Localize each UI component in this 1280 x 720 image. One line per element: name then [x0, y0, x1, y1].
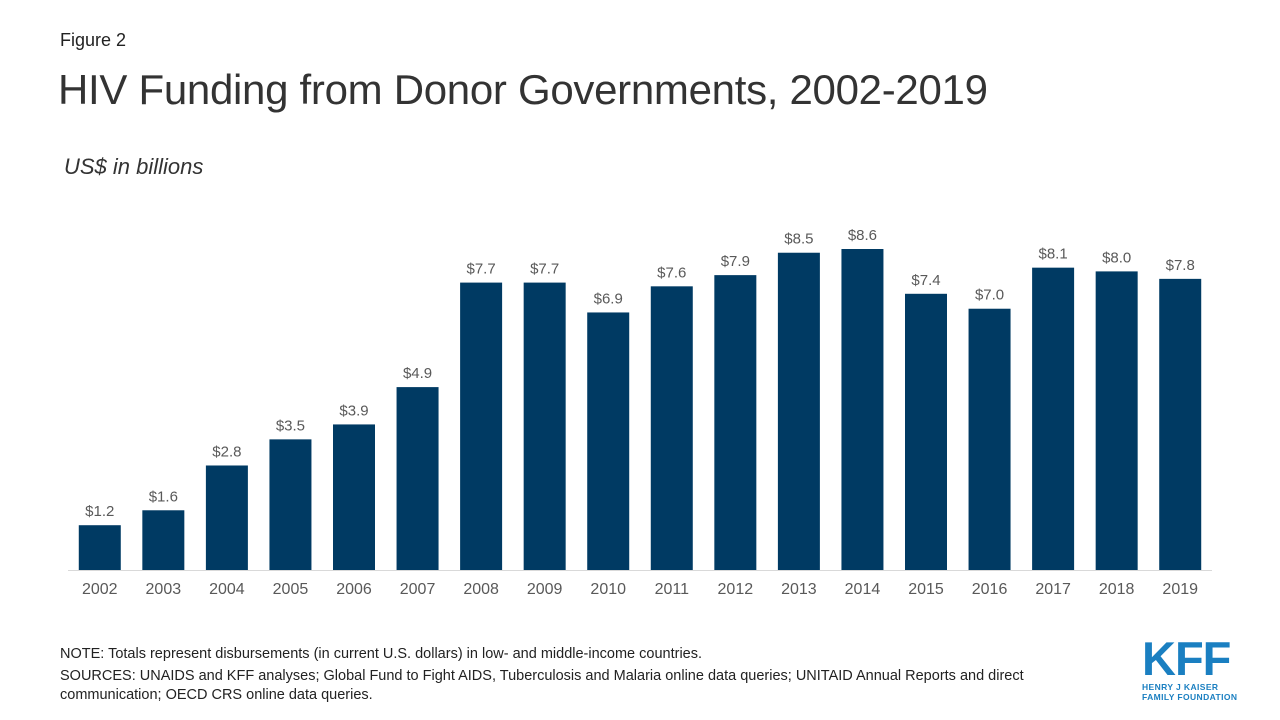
x-tick-label-2013: 2013 — [781, 581, 817, 598]
x-tick-label-2012: 2012 — [718, 581, 754, 598]
bar-2003 — [142, 510, 185, 570]
footnote-note: NOTE: Totals represent disbursements (in… — [60, 646, 703, 662]
bar-2018 — [1095, 271, 1138, 570]
bar-2017 — [1032, 267, 1075, 570]
data-label-2009: $7.7 — [530, 261, 559, 278]
data-label-2008: $7.7 — [467, 261, 496, 278]
x-tick-label-2016: 2016 — [972, 581, 1008, 598]
x-tick-label-2007: 2007 — [400, 581, 436, 598]
bar-2010 — [587, 312, 630, 570]
x-tick-label-2014: 2014 — [845, 581, 881, 598]
logo-line-2: FAMILY FOUNDATION — [1142, 692, 1238, 702]
bar-2014 — [841, 249, 884, 570]
bar-2015 — [905, 293, 947, 570]
data-label-2011: $7.6 — [657, 264, 686, 281]
footnote-sources: SOURCES: UNAIDS and KFF analyses; Global… — [60, 668, 1024, 703]
data-label-2006: $3.9 — [339, 402, 368, 419]
data-label-2017: $8.1 — [1039, 246, 1068, 263]
kff-logo: KFF HENRY J KAISER FAMILY FOUNDATION — [1142, 632, 1242, 702]
x-tick-label-2002: 2002 — [82, 581, 118, 598]
data-label-2003: $1.6 — [149, 488, 178, 505]
data-label-2013: $8.5 — [784, 231, 813, 248]
logo-line-1: HENRY J KAISER — [1142, 682, 1219, 692]
bar-2012 — [714, 275, 757, 570]
bar-2007 — [396, 387, 439, 570]
data-label-2002: $1.2 — [85, 503, 114, 520]
data-label-2005: $3.5 — [276, 417, 305, 434]
chart-subtitle: US$ in billions — [64, 154, 204, 179]
data-label-2012: $7.9 — [721, 253, 750, 270]
x-tick-label-2010: 2010 — [590, 581, 626, 598]
x-tick-label-2011: 2011 — [655, 581, 690, 598]
x-tick-label-2019: 2019 — [1162, 581, 1198, 598]
x-tick-label-2018: 2018 — [1099, 581, 1135, 598]
bar-2002 — [78, 525, 121, 570]
x-tick-label-2003: 2003 — [146, 581, 182, 598]
bar-2013 — [777, 252, 820, 571]
bar-2019 — [1159, 278, 1202, 570]
x-tick-label-2015: 2015 — [908, 581, 944, 598]
x-tick-label-2005: 2005 — [273, 581, 309, 598]
data-label-2004: $2.8 — [212, 443, 241, 460]
data-label-2014: $8.6 — [848, 227, 877, 244]
x-tick-label-2004: 2004 — [209, 581, 245, 598]
x-tick-label-2006: 2006 — [336, 581, 372, 598]
data-label-2007: $4.9 — [403, 365, 432, 382]
chart-title: HIV Funding from Donor Governments, 2002… — [58, 66, 988, 113]
bar-2004 — [205, 465, 248, 570]
bar-2005 — [269, 439, 312, 570]
bar-chart: $1.2 2002 $1.6 2003 $2.8 2004 $3.5 2005 $3.9 2006… — [68, 227, 1212, 598]
x-tick-label-2008: 2008 — [463, 581, 499, 598]
data-label-2019: $7.8 — [1166, 257, 1195, 274]
bar-2016 — [968, 308, 1011, 570]
data-label-2015: $7.4 — [911, 272, 940, 289]
bar-2008 — [460, 282, 503, 570]
data-label-2018: $8.0 — [1102, 249, 1131, 266]
x-tick-label-2017: 2017 — [1035, 581, 1071, 598]
data-label-2010: $6.9 — [594, 290, 623, 307]
bar-2011 — [650, 286, 693, 570]
logo-mark: KFF — [1142, 632, 1231, 685]
data-label-2016: $7.0 — [975, 287, 1004, 304]
bar-2006 — [333, 424, 375, 570]
figure-label: Figure 2 — [60, 30, 127, 50]
bar-2009 — [523, 282, 566, 570]
x-tick-label-2009: 2009 — [527, 581, 563, 598]
